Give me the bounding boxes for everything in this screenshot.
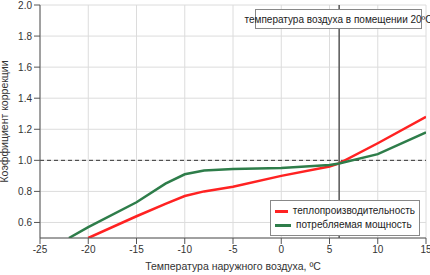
svg-text:1.2: 1.2 bbox=[18, 124, 32, 135]
svg-text:10: 10 bbox=[372, 244, 384, 255]
svg-text:1.8: 1.8 bbox=[18, 31, 32, 42]
svg-text:-25: -25 bbox=[33, 244, 48, 255]
svg-text:Коэффициент коррекции: Коэффициент коррекции bbox=[8, 60, 10, 182]
svg-text:1.4: 1.4 bbox=[18, 93, 32, 104]
svg-text:-15: -15 bbox=[129, 244, 144, 255]
svg-text:1.0: 1.0 bbox=[18, 155, 32, 166]
svg-text:0.6: 0.6 bbox=[18, 217, 32, 228]
svg-text:0: 0 bbox=[278, 244, 284, 255]
svg-text:-10: -10 bbox=[178, 244, 193, 255]
svg-text:0.8: 0.8 bbox=[18, 186, 32, 197]
html-text:потребляемая мощность: потребляемая мощность bbox=[296, 219, 412, 230]
svg-text:5: 5 bbox=[327, 244, 333, 255]
svg-text:-5: -5 bbox=[229, 244, 238, 255]
svg-text:1.6: 1.6 bbox=[18, 62, 32, 73]
svg-text:-20: -20 bbox=[81, 244, 96, 255]
html-text:теплопроизводительность: теплопроизводительность bbox=[292, 205, 415, 216]
svg-text:2.0: 2.0 bbox=[18, 0, 32, 11]
svg-text:15: 15 bbox=[420, 244, 422, 255]
svg-text:Температура наружного воздуха,: Температура наружного воздуха, ºC bbox=[145, 260, 321, 272]
